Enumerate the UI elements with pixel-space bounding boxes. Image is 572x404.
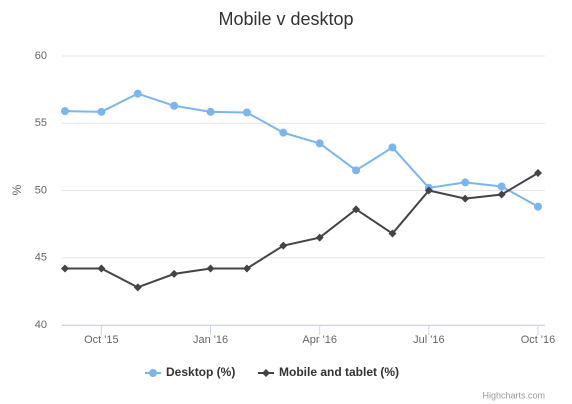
- y-axis-label: %: [10, 184, 24, 195]
- marker: [133, 283, 142, 292]
- x-tick-label: Jul '16: [413, 334, 444, 346]
- y-tick-label: 50: [35, 184, 47, 196]
- marker: [352, 166, 361, 175]
- marker: [461, 178, 470, 187]
- x-tick-label: Oct '16: [521, 334, 556, 346]
- marker: [497, 190, 506, 199]
- legend-item[interactable]: Mobile and tablet (%): [258, 365, 399, 379]
- marker: [352, 205, 361, 214]
- chart-title: Mobile v desktop: [218, 9, 353, 29]
- legend-item[interactable]: Desktop (%): [145, 365, 235, 379]
- x-tick-label: Jan '16: [193, 334, 228, 346]
- marker: [388, 229, 397, 238]
- marker: [388, 143, 397, 152]
- marker: [170, 101, 179, 110]
- marker: [424, 186, 433, 195]
- y-tick-label: 40: [35, 319, 47, 331]
- y-tick-label: 60: [35, 50, 47, 62]
- marker: [279, 241, 288, 250]
- marker: [279, 128, 288, 137]
- marker: [461, 194, 470, 203]
- series-line: [65, 172, 539, 289]
- marker: [97, 107, 106, 116]
- y-tick-label: 45: [35, 252, 47, 264]
- marker: [262, 369, 270, 377]
- y-tick-label: 55: [35, 117, 47, 129]
- marker: [170, 269, 179, 278]
- legend-label: Mobile and tablet (%): [279, 365, 399, 379]
- marker: [242, 264, 251, 273]
- marker: [149, 369, 157, 377]
- marker: [206, 264, 215, 273]
- marker: [61, 264, 69, 273]
- series-line: [64, 92, 539, 208]
- marker: [61, 107, 69, 116]
- marker: [242, 108, 251, 117]
- marker: [534, 169, 542, 178]
- marker: [133, 89, 142, 98]
- x-tick-label: Oct '15: [84, 334, 119, 346]
- marker: [497, 182, 506, 191]
- marker: [97, 264, 106, 273]
- marker: [315, 233, 324, 242]
- marker: [315, 139, 324, 148]
- legend-label: Desktop (%): [166, 365, 235, 379]
- credits[interactable]: Highcharts.com: [482, 390, 545, 400]
- marker: [206, 107, 215, 116]
- marker: [534, 202, 542, 211]
- x-tick-label: Apr '16: [302, 334, 337, 346]
